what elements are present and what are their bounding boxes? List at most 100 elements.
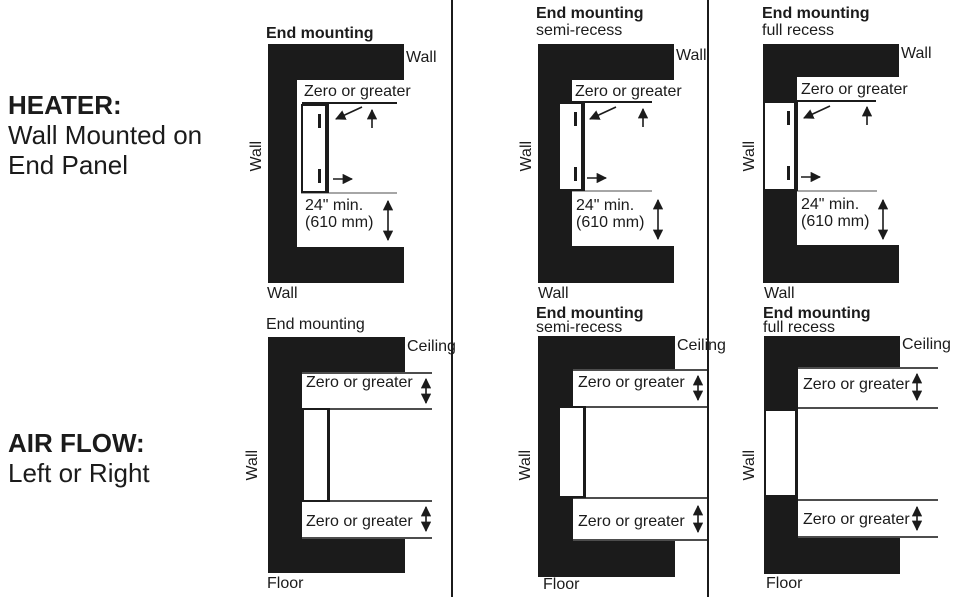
floor-label: Floor [543, 576, 580, 593]
mounting-bracket-icon [318, 169, 321, 183]
heater-unit [764, 409, 798, 497]
double-arrow-icon [877, 198, 889, 241]
min-clearance-label-2: (610 mm) [801, 213, 870, 230]
zero-clearance-label-bottom: Zero or greater [803, 511, 910, 528]
diagonal-arrow-icon [589, 106, 617, 120]
min-clearance-label-1: 24" min. [801, 196, 860, 213]
diagram-subtitle: full recess [763, 319, 836, 336]
wall-label-side: Wall [247, 140, 265, 172]
zero-clearance-line [572, 101, 652, 103]
wall-label-side: Wall [740, 140, 758, 172]
mounting-bracket-icon [574, 112, 577, 126]
ceiling-label: Ceiling [677, 337, 726, 354]
floor-label: Floor [267, 575, 304, 592]
min-clearance-line [572, 190, 652, 192]
clearance-line-d [798, 536, 938, 538]
double-arrow-icon [692, 504, 704, 534]
floor-segment [268, 537, 405, 573]
up-arrow-icon [366, 108, 378, 128]
heater-unit [558, 406, 586, 498]
min-clearance-label-2: (610 mm) [305, 214, 374, 231]
diagram-title: End mounting [763, 305, 871, 322]
diagonal-arrow-icon [803, 105, 831, 119]
wall-label-side: Wall [517, 140, 535, 172]
zero-clearance-line [302, 102, 397, 104]
wall-bottom-segment [268, 247, 404, 283]
wall-label-side: Wall [516, 449, 534, 481]
min-clearance-label-2: (610 mm) [576, 214, 645, 231]
clearance-line-a [573, 369, 707, 371]
up-arrow-icon [637, 107, 649, 127]
double-arrow-icon [420, 377, 432, 405]
clearance-line-c [798, 499, 938, 501]
clearance-line-a [798, 367, 938, 369]
diagram-title: End mounting [266, 316, 365, 333]
mounting-bracket-icon [787, 166, 790, 180]
clearance-line-a [302, 372, 432, 374]
double-arrow-icon [911, 372, 923, 402]
right-arrow-icon [587, 172, 608, 184]
heater-subheading-1: Wall Mounted on [8, 120, 203, 150]
zero-clearance-label: Zero or greater [801, 81, 908, 98]
clearance-line-d [573, 539, 707, 541]
wall-label-top: Wall [676, 47, 707, 64]
double-arrow-icon [692, 374, 704, 402]
wall-left-segment [268, 44, 297, 283]
double-arrow-icon [652, 198, 664, 241]
double-arrow-icon [382, 199, 394, 242]
wall-label-top: Wall [406, 49, 437, 66]
double-arrow-icon [420, 505, 432, 533]
zero-clearance-label-top: Zero or greater [578, 374, 685, 391]
zero-clearance-label: Zero or greater [575, 83, 682, 100]
diagonal-arrow-icon [335, 106, 363, 120]
up-arrow-icon [861, 105, 873, 125]
zero-clearance-label-top: Zero or greater [803, 376, 910, 393]
min-clearance-line [797, 190, 877, 192]
clearance-line-c [302, 500, 432, 502]
right-arrow-icon [333, 173, 354, 185]
clearance-line-b [302, 408, 432, 410]
wall-label-bottom: Wall [764, 285, 795, 302]
heater-unit [558, 102, 585, 191]
floor-segment [538, 539, 675, 577]
wall-label-top: Wall [901, 45, 932, 62]
airflow-heading: AIR FLOW: [8, 428, 145, 458]
column-divider-1 [451, 0, 453, 597]
zero-clearance-line [797, 100, 876, 102]
clearance-line-d [302, 537, 432, 539]
wall-left-segment [268, 337, 302, 573]
min-clearance-label-1: 24" min. [305, 197, 364, 214]
right-arrow-icon [801, 171, 822, 183]
min-clearance-label-1: 24" min. [576, 197, 635, 214]
double-arrow-icon [911, 505, 923, 532]
column-divider-2 [707, 0, 709, 597]
diagram-title: End mounting [536, 305, 644, 322]
heater-unit [763, 101, 798, 191]
zero-clearance-label: Zero or greater [304, 83, 411, 100]
wall-bottom-segment [538, 246, 674, 283]
mounting-bracket-icon [318, 114, 321, 128]
wall-label-bottom: Wall [267, 285, 298, 302]
wall-label-bottom: Wall [538, 285, 569, 302]
mounting-bracket-icon [574, 167, 577, 181]
diagram-subtitle: full recess [762, 22, 835, 39]
floor-label: Floor [766, 575, 803, 592]
diagram-title: End mounting [536, 5, 644, 22]
clearance-line-b [798, 407, 938, 409]
min-clearance-line [301, 192, 397, 194]
heater-heading: HEATER: [8, 90, 122, 120]
zero-clearance-label-bottom: Zero or greater [306, 513, 413, 530]
airflow-subheading-1: Left or Right [8, 458, 150, 488]
heater-subheading-2: End Panel [8, 150, 128, 180]
zero-clearance-label-top: Zero or greater [306, 374, 413, 391]
clearance-line-b [573, 406, 707, 408]
wall-bottom-segment [763, 245, 899, 283]
heater-unit [302, 408, 330, 502]
diagram-subtitle: semi-recess [536, 22, 623, 39]
ceiling-label: Ceiling [407, 338, 456, 355]
diagram-title: End mounting [762, 5, 870, 22]
diagram-subtitle: semi-recess [536, 319, 623, 336]
mounting-bracket-icon [787, 111, 790, 125]
wall-label-side: Wall [740, 449, 758, 481]
